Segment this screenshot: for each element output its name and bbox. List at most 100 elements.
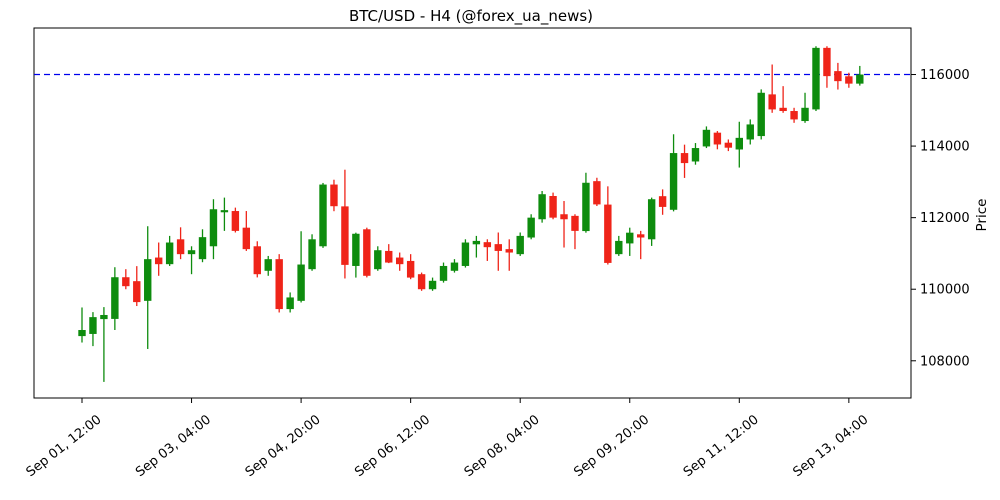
candle-body <box>779 107 787 112</box>
candle <box>242 211 251 251</box>
candle-body <box>374 250 382 270</box>
candle-body <box>395 257 404 265</box>
plot-area <box>33 27 912 399</box>
candle-body <box>724 142 733 148</box>
candle-body <box>89 317 97 334</box>
candle-body <box>165 242 174 265</box>
candle-body <box>450 262 459 271</box>
candle-body <box>516 235 524 255</box>
y-tick-label: 114000 <box>920 140 970 155</box>
candle-body <box>527 217 535 238</box>
candle <box>834 62 842 90</box>
candle-body <box>122 277 130 287</box>
candle <box>187 246 196 275</box>
candle <box>647 197 656 246</box>
candle <box>801 92 809 123</box>
candle <box>111 267 119 331</box>
y-axis: 108000 110000 112000 114000 116000 <box>911 68 970 369</box>
candle-body <box>856 74 864 84</box>
candle <box>417 272 426 291</box>
chart-title: BTC/USD - H4 (@forex_ua_news) <box>349 7 593 26</box>
candle <box>571 214 579 250</box>
plot-frame <box>33 27 912 399</box>
candle <box>483 239 492 261</box>
candle-body <box>78 330 86 337</box>
candle <box>593 177 601 207</box>
candle <box>669 134 678 212</box>
candle-body <box>604 204 612 263</box>
candle-body <box>680 153 689 164</box>
candle-body <box>461 242 470 266</box>
candle <box>658 189 667 215</box>
candle-body <box>363 229 371 276</box>
candle-body <box>100 314 108 320</box>
candle <box>264 255 272 276</box>
candle <box>768 64 776 113</box>
candle-body <box>242 227 251 250</box>
candle-body <box>582 182 590 232</box>
candle <box>746 119 754 145</box>
candle-body <box>757 92 765 137</box>
candle-body <box>253 246 261 275</box>
candle <box>626 227 634 256</box>
candle <box>275 254 283 313</box>
candle-body <box>626 232 634 244</box>
candle <box>198 229 207 263</box>
candle <box>78 307 86 343</box>
candle <box>341 169 349 279</box>
candle-body <box>691 148 700 162</box>
candle-body <box>637 234 645 238</box>
candle <box>845 72 853 88</box>
candle <box>374 246 382 271</box>
candle <box>823 46 831 88</box>
candle-body <box>385 250 393 263</box>
candle-body <box>702 129 711 147</box>
candle <box>89 312 97 347</box>
candle-body <box>823 47 831 77</box>
candle-body <box>647 199 656 240</box>
candle <box>297 231 305 303</box>
candle-body <box>669 153 678 210</box>
candle <box>582 172 590 233</box>
candle <box>779 86 787 113</box>
candle <box>100 307 108 382</box>
candle-body <box>801 107 809 122</box>
y-tick-label: 116000 <box>920 68 970 83</box>
candle <box>691 143 700 165</box>
candle-body <box>505 249 513 253</box>
candle-body <box>406 260 415 278</box>
candle-body <box>538 194 546 220</box>
candle-body <box>220 210 229 213</box>
candle <box>604 186 612 265</box>
candle-body <box>352 233 360 266</box>
candle-body <box>790 111 798 120</box>
candle <box>363 227 371 278</box>
candle <box>253 241 261 278</box>
candle <box>615 235 623 256</box>
candle-body <box>187 250 196 255</box>
candle <box>330 179 338 212</box>
candle <box>680 144 689 178</box>
candle-body <box>834 71 842 82</box>
candle <box>133 266 141 307</box>
candle-body <box>111 277 119 319</box>
candle <box>144 226 152 349</box>
candle-body <box>428 280 437 290</box>
candle <box>286 292 294 313</box>
candle <box>308 234 316 271</box>
candle-body <box>439 265 448 281</box>
candle <box>439 262 448 283</box>
candle <box>352 232 360 278</box>
candle-body <box>494 244 502 251</box>
candle-body <box>198 237 207 260</box>
candle <box>165 235 174 266</box>
candle-body <box>264 259 272 271</box>
y-axis-label: Price <box>974 199 990 232</box>
candle <box>461 239 470 268</box>
candle <box>505 239 513 271</box>
candle-body <box>735 137 743 150</box>
candle <box>735 121 743 168</box>
candle <box>209 199 218 260</box>
